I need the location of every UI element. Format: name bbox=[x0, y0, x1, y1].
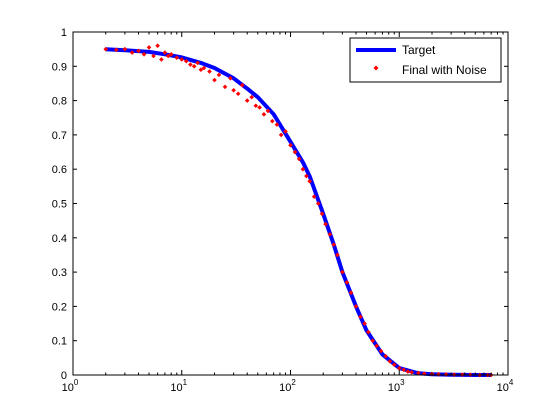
data-point bbox=[195, 60, 200, 66]
data-point bbox=[378, 348, 384, 354]
data-point bbox=[353, 304, 359, 309]
x-tick-label-exponent: 2 bbox=[291, 378, 296, 387]
data-point bbox=[235, 91, 241, 97]
data-point bbox=[335, 252, 340, 258]
legend: Target Final with Noise bbox=[349, 37, 502, 83]
data-point bbox=[311, 194, 317, 199]
data-point bbox=[396, 365, 402, 371]
data-point bbox=[239, 82, 245, 88]
data-point bbox=[383, 353, 388, 359]
data-point bbox=[165, 53, 171, 59]
data-point bbox=[249, 94, 255, 100]
data-point bbox=[201, 65, 207, 71]
data-point bbox=[331, 242, 337, 247]
data-point bbox=[212, 77, 217, 83]
y-tick-label: 0.1 bbox=[52, 336, 67, 348]
data-point bbox=[188, 62, 193, 67]
data-point bbox=[244, 98, 250, 103]
y-tick-label: 0.7 bbox=[52, 130, 67, 142]
plot-area bbox=[73, 32, 508, 375]
y-tick-label: 0.6 bbox=[52, 164, 67, 176]
data-point bbox=[261, 112, 267, 117]
data-point bbox=[304, 173, 309, 179]
data-point bbox=[207, 69, 212, 74]
data-point bbox=[391, 362, 397, 368]
data-point bbox=[228, 76, 233, 81]
y-tick-label: 1 bbox=[61, 27, 67, 39]
data-point bbox=[269, 118, 275, 124]
data-point bbox=[159, 57, 164, 62]
data-point bbox=[348, 290, 354, 295]
data-point bbox=[222, 84, 228, 90]
y-tick-label: 0.3 bbox=[52, 267, 67, 279]
data-point bbox=[366, 329, 371, 335]
data-point bbox=[374, 343, 379, 349]
data-point bbox=[155, 43, 160, 49]
data-point bbox=[129, 50, 135, 55]
data-point bbox=[307, 178, 312, 184]
legend-label-target: Target bbox=[402, 43, 436, 57]
data-point bbox=[358, 314, 363, 319]
y-tick-label: 0 bbox=[61, 370, 67, 382]
data-point bbox=[183, 58, 189, 64]
data-point bbox=[292, 149, 298, 155]
data-point bbox=[146, 45, 152, 50]
data-point bbox=[319, 211, 325, 217]
data-point bbox=[113, 47, 119, 53]
y-tick-label: 0.9 bbox=[52, 61, 67, 73]
data-point bbox=[344, 280, 350, 285]
data-point bbox=[265, 108, 271, 114]
data-point bbox=[168, 51, 174, 57]
y-tick-label: 0.5 bbox=[52, 199, 67, 211]
data-point bbox=[198, 67, 204, 73]
data-point bbox=[274, 122, 280, 127]
legend-box bbox=[349, 37, 502, 83]
data-point bbox=[296, 156, 302, 162]
x-tick-label-exponent: 3 bbox=[400, 378, 405, 387]
data-point bbox=[422, 371, 427, 376]
data-point bbox=[405, 369, 411, 374]
x-tick-label-exponent: 4 bbox=[509, 378, 514, 387]
data-point bbox=[216, 72, 222, 78]
y-tick-label: 0.4 bbox=[52, 233, 67, 245]
data-point bbox=[283, 129, 288, 134]
data-point bbox=[387, 358, 393, 364]
data-point bbox=[323, 221, 328, 227]
data-point bbox=[340, 269, 345, 275]
data-point bbox=[257, 105, 262, 110]
data-point bbox=[401, 367, 407, 373]
data-point bbox=[151, 53, 156, 59]
data-point bbox=[191, 64, 197, 69]
data-point bbox=[327, 232, 333, 237]
legend-swatch-noise bbox=[373, 65, 379, 71]
data-point bbox=[315, 201, 321, 206]
y-tick-label: 0.8 bbox=[52, 96, 67, 108]
x-tick-label-exponent: 0 bbox=[74, 378, 79, 387]
data-point bbox=[141, 51, 147, 57]
data-point bbox=[179, 57, 185, 62]
data-point bbox=[278, 132, 284, 138]
data-point bbox=[362, 321, 367, 326]
data-point bbox=[416, 370, 421, 376]
data-point bbox=[231, 88, 236, 93]
data-point bbox=[409, 369, 414, 375]
data-point bbox=[288, 142, 293, 148]
data-point bbox=[162, 50, 168, 55]
legend-label-noise: Final with Noise bbox=[402, 63, 487, 77]
data-layer bbox=[103, 43, 494, 378]
data-point bbox=[370, 338, 376, 343]
series-line-0 bbox=[105, 47, 492, 377]
data-point bbox=[103, 46, 109, 52]
y-tick-label: 0.2 bbox=[52, 301, 67, 313]
x-tick-label-exponent: 1 bbox=[183, 378, 188, 387]
data-point bbox=[174, 55, 180, 61]
data-point bbox=[300, 166, 306, 172]
data-point bbox=[443, 372, 449, 377]
data-point bbox=[436, 372, 441, 377]
data-point bbox=[253, 103, 259, 109]
data-point bbox=[136, 48, 141, 54]
data-point bbox=[122, 46, 128, 52]
